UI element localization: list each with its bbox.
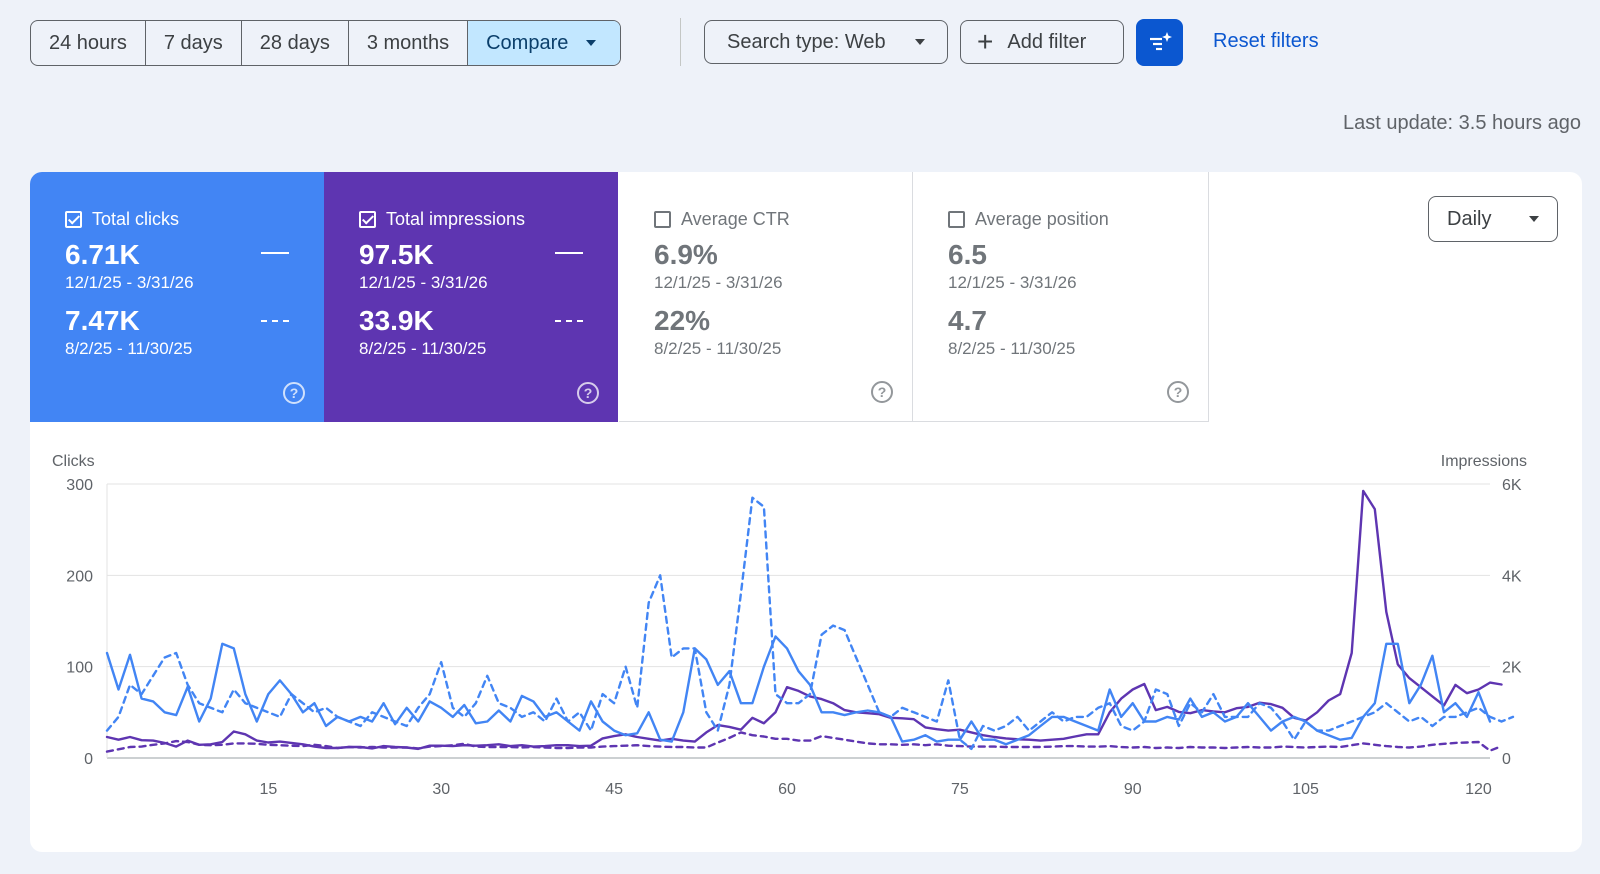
metric-current-value: 6.71K [65, 239, 140, 270]
metric-card-average-position[interactable]: Average position 6.5 12/1/25 - 3/31/26 4… [913, 172, 1209, 422]
metric-label: Total clicks [92, 208, 180, 229]
metric-previous-value: 22% [654, 305, 711, 336]
metric-previous-value: 33.9K [359, 305, 434, 336]
y-tick-label-right: 2K [1502, 660, 1522, 677]
compare-label: Compare [486, 31, 569, 54]
help-icon[interactable]: ? [871, 381, 893, 403]
checkbox-checked-icon[interactable] [65, 210, 82, 228]
metric-current-value: 97.5K [359, 239, 434, 270]
chevron-down-icon [915, 39, 925, 45]
chevron-down-icon [586, 40, 597, 46]
performance-line-chart: 0 100 200 300 0 2K 4K 6K Clicks Impressions 15 30 45… [52, 453, 1527, 798]
range-28-days-button[interactable]: 28 days [242, 21, 349, 65]
y-axis-title-right: Impressions [1441, 453, 1527, 470]
checkbox-checked-icon[interactable] [359, 210, 376, 228]
range-3-months-button[interactable]: 3 months [349, 21, 469, 65]
range-24-hours-button[interactable]: 24 hours [31, 21, 146, 65]
performance-card: Total clicks 6.71K 12/1/25 - 3/31/26 7.4… [30, 172, 1582, 852]
date-range-segmented-control: 24 hours 7 days 28 days 3 months Compare [30, 20, 622, 66]
y-tick-label-left: 0 [84, 751, 93, 768]
x-tick-label: 15 [259, 781, 277, 798]
checkbox-unchecked-icon[interactable] [948, 210, 965, 228]
x-tick-label: 75 [951, 781, 969, 798]
help-icon[interactable]: ? [283, 382, 305, 404]
x-tick-label: 120 [1465, 781, 1492, 798]
metric-previous-value: 7.47K [65, 305, 140, 336]
compare-dropdown[interactable]: Compare [468, 21, 621, 65]
metric-label: Average position [975, 208, 1109, 229]
metric-card-total-clicks[interactable]: Total clicks 6.71K 12/1/25 - 3/31/26 7.4… [30, 172, 324, 422]
x-tick-label: 45 [605, 781, 623, 798]
checkbox-unchecked-icon[interactable] [654, 210, 671, 228]
metric-previous-range: 8/2/25 - 11/30/25 [359, 339, 487, 358]
x-tick-label: 105 [1292, 781, 1319, 798]
metric-current-range: 12/1/25 - 3/31/26 [654, 273, 783, 292]
metric-current-range: 12/1/25 - 3/31/26 [359, 273, 488, 292]
plus-icon: + [977, 26, 994, 57]
metric-previous-value: 4.7 [948, 305, 987, 336]
metric-label: Average CTR [681, 208, 790, 229]
search-type-dropdown[interactable]: Search type: Web [704, 20, 948, 64]
solid-line-legend-icon [261, 252, 289, 254]
x-tick-label: 30 [432, 781, 450, 798]
solid-line-legend-icon [555, 252, 583, 254]
metric-current-value: 6.9% [654, 239, 718, 270]
y-tick-label-right: 4K [1502, 568, 1522, 585]
metric-current-value: 6.5 [948, 239, 987, 270]
y-tick-label-left: 200 [66, 568, 93, 585]
metric-card-total-impressions[interactable]: Total impressions 97.5K 12/1/25 - 3/31/2… [324, 172, 618, 422]
metric-current-range: 12/1/25 - 3/31/26 [65, 273, 194, 292]
y-tick-label-right: 0 [1502, 751, 1511, 768]
y-axis-title-left: Clicks [52, 453, 95, 470]
impressions-current-line [105, 489, 1503, 751]
sparkle-filter-icon [1149, 31, 1172, 50]
clicks-current-line [105, 635, 1492, 746]
y-tick-label-right: 6K [1502, 477, 1522, 494]
reset-filters-link[interactable]: Reset filters [1213, 30, 1319, 52]
search-type-label: Search type: Web [727, 30, 886, 53]
metric-previous-range: 8/2/25 - 11/30/25 [948, 339, 1076, 358]
add-filter-label: Add filter [1007, 30, 1087, 53]
granularity-label: Daily [1447, 207, 1492, 230]
x-tick-label: 90 [1124, 781, 1142, 798]
y-tick-label-left: 300 [66, 477, 93, 494]
metric-previous-range: 8/2/25 - 11/30/25 [65, 339, 193, 358]
granularity-dropdown[interactable]: Daily [1428, 196, 1558, 242]
range-7-days-button[interactable]: 7 days [146, 21, 242, 65]
x-tick-label: 60 [778, 781, 796, 798]
help-icon[interactable]: ? [577, 382, 599, 404]
dashed-line-legend-icon [555, 320, 583, 322]
dashed-line-legend-icon [261, 320, 289, 322]
y-tick-label-left: 100 [66, 660, 93, 677]
chevron-down-icon [1529, 216, 1539, 222]
last-update-text: Last update: 3.5 hours ago [1343, 112, 1581, 134]
toolbar-divider [680, 18, 681, 66]
metric-label: Total impressions [386, 208, 526, 229]
ai-filter-button[interactable] [1136, 19, 1183, 66]
metric-card-average-ctr[interactable]: Average CTR 6.9% 12/1/25 - 3/31/26 22% 8… [619, 172, 913, 422]
metric-previous-range: 8/2/25 - 11/30/25 [654, 339, 782, 358]
metric-current-range: 12/1/25 - 3/31/26 [948, 273, 1077, 292]
help-icon[interactable]: ? [1167, 381, 1189, 403]
add-filter-button[interactable]: + Add filter [960, 20, 1124, 64]
